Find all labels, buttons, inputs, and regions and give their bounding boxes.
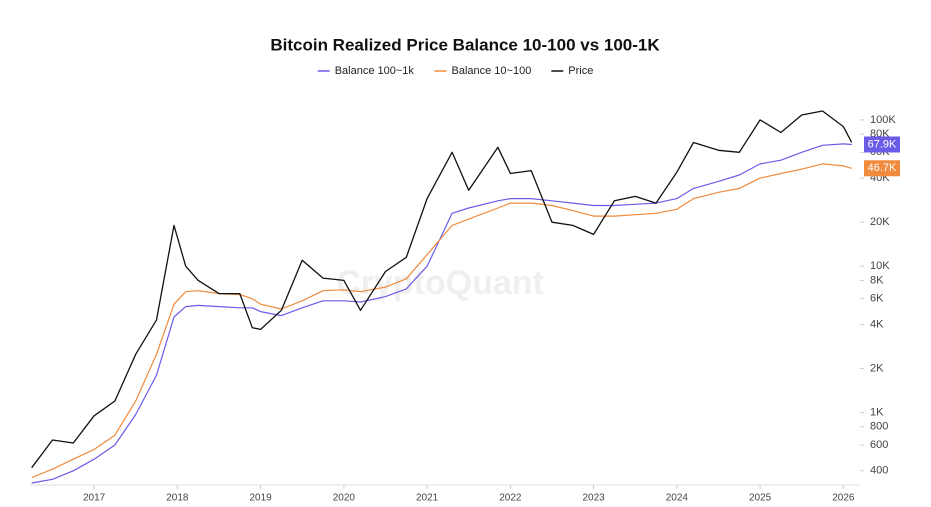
value-label: 67.9K	[868, 138, 897, 150]
y-tick-label: 600	[870, 439, 888, 451]
x-tick-label: 2024	[666, 493, 689, 504]
x-tick-label: 2023	[582, 493, 605, 504]
value-label-box	[864, 160, 900, 177]
x-tick-label: 2021	[416, 493, 439, 504]
x-tick-label: 2020	[333, 493, 356, 504]
y-tick-label: 6K	[870, 293, 884, 305]
legend-label: Balance 100~1k	[335, 65, 415, 77]
y-tick-label: 100K	[870, 114, 896, 126]
series-line	[31, 110, 853, 469]
value-label: 46.7K	[868, 162, 897, 174]
legend-label: Balance 10~100	[452, 65, 532, 77]
y-tick-label: 800	[870, 421, 888, 433]
y-tick-label: 4K	[870, 318, 884, 330]
x-tick-label: 2026	[832, 493, 855, 504]
value-label-box	[864, 136, 900, 153]
y-tick-label: 20K	[870, 216, 890, 228]
watermark: CryptoQuant	[336, 264, 544, 302]
y-tick-label: 10K	[870, 260, 890, 272]
y-tick-label: 1K	[870, 406, 884, 418]
series-line	[31, 143, 852, 484]
y-tick-label: 8K	[870, 274, 884, 286]
chart-title: Bitcoin Realized Price Balance 10-100 vs…	[270, 35, 660, 54]
y-tick-label: 400	[870, 465, 888, 477]
x-tick-label: 2025	[749, 493, 772, 504]
legend-label: Price	[568, 65, 593, 77]
x-tick-label: 2022	[499, 493, 522, 504]
x-tick-label: 2019	[249, 493, 272, 504]
y-tick-label: 2K	[870, 362, 884, 374]
x-tick-label: 2018	[166, 493, 189, 504]
series-line	[31, 163, 852, 479]
x-tick-label: 2017	[83, 493, 106, 504]
